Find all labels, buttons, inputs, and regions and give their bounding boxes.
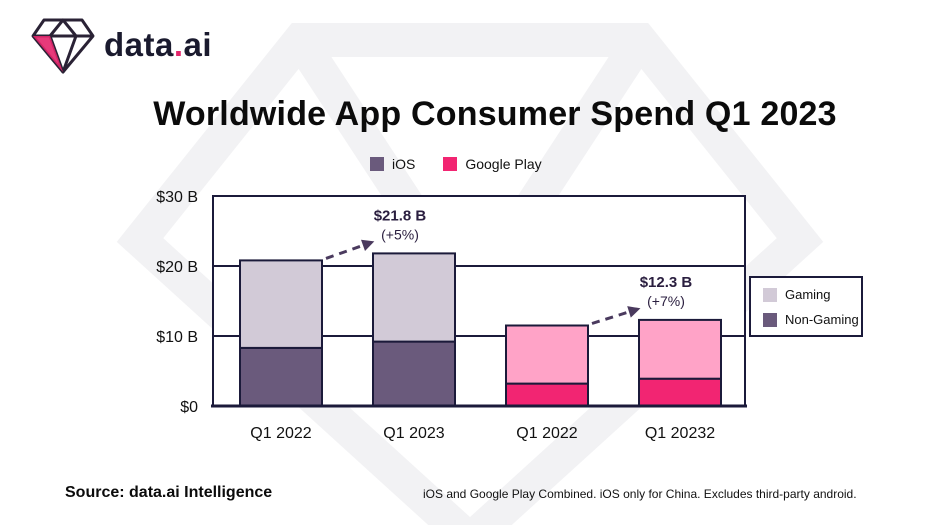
legend-swatch-non-gaming	[763, 312, 777, 327]
brand-logo: data.ai	[30, 14, 212, 76]
chart-title: Worldwide App Consumer Spend Q1 2023	[153, 95, 837, 133]
segment-legend: Gaming Non-Gaming	[749, 276, 863, 337]
bar-segment-gaming	[638, 318, 722, 380]
x-tick-label: Q1 2022	[516, 425, 577, 442]
x-tick-label: Q1 2022	[250, 425, 311, 442]
diamond-logo-icon	[31, 18, 95, 74]
legend-item-gaming: Gaming	[763, 287, 831, 302]
y-tick-label: $30 B	[156, 189, 198, 206]
legend-swatch-google-play	[443, 157, 458, 171]
bar-segment-non-gaming	[505, 382, 589, 408]
legend-item-google-play: Google Play	[443, 156, 542, 172]
growth-arrow-line	[591, 310, 630, 325]
bar-segment-gaming	[239, 259, 323, 349]
legend-label-google-play: Google Play	[465, 156, 542, 172]
growth-arrow-head	[361, 239, 375, 252]
legend-item-non-gaming: Non-Gaming	[763, 312, 859, 327]
x-tick-label: Q1 20232	[645, 425, 715, 442]
bar-segment-non-gaming	[638, 377, 722, 408]
bar-segment-non-gaming	[239, 346, 323, 407]
bar-segment-non-gaming	[372, 340, 456, 408]
legend-item-ios: iOS	[370, 156, 415, 172]
y-tick-label: $0	[180, 399, 198, 416]
legend-label-ios: iOS	[392, 156, 416, 172]
y-tick-label: $10 B	[156, 329, 198, 346]
legend-swatch-ios	[370, 157, 384, 171]
growth-percent-label: (+5%)	[381, 226, 419, 242]
legend-swatch-gaming	[763, 287, 777, 302]
growth-percent-label: (+7%)	[647, 293, 685, 309]
source-label: Source: data.ai Intelligence	[65, 484, 273, 501]
growth-arrow-line	[325, 243, 364, 260]
total-value-label: $21.8 B	[374, 207, 427, 224]
x-tick-label: Q1 2023	[383, 425, 444, 442]
footnote: iOS and Google Play Combined. iOS only f…	[423, 487, 857, 501]
growth-arrow-head	[627, 306, 641, 318]
bar-segment-gaming	[372, 252, 456, 343]
y-tick-label: $20 B	[156, 259, 198, 276]
platform-legend: iOS Google Play	[370, 156, 570, 172]
total-value-label: $12.3 B	[640, 274, 693, 291]
brand-name: data.ai	[104, 26, 213, 63]
bar-segment-gaming	[505, 324, 589, 385]
legend-label-gaming: Gaming	[785, 287, 831, 302]
legend-label-non-gaming: Non-Gaming	[785, 312, 859, 327]
